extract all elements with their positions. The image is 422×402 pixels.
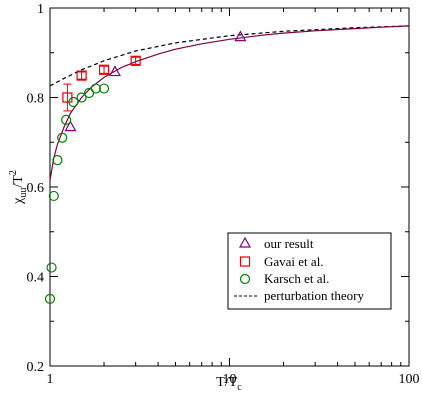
square-point [98,64,110,75]
legend-triangle-marker [238,236,252,248]
y-tick-label: 0.2 [27,360,45,375]
legend-label-karsch: Karsch et al. [264,271,329,286]
perturbation-theory-curve [49,25,410,87]
triangle-point [108,65,121,77]
circle-point [52,155,63,166]
fit-curve [49,25,410,181]
circle-point [68,96,79,108]
legend-label-perturbation: perturbation theory [264,288,364,303]
legend-label-our-result: our result [264,236,314,251]
square-point [130,55,141,66]
triangle-point [64,120,77,132]
plot-frame [49,7,410,367]
circle-point [57,132,68,143]
circle-point [98,83,110,94]
markers [44,30,247,304]
x-axis-title: T/Tc [216,375,242,393]
x-tick-label: 100 [399,372,420,387]
legend: our result Gavai et al. Karsch et al. pe… [227,232,392,310]
axes: 1 10 100 0.2 0.4 0.6 0.8 1 [27,2,420,387]
y-tick-label: 1 [37,2,44,17]
x-tick-label: 1 [47,372,54,387]
circle-point [44,293,56,304]
curves [49,25,410,181]
y-tick-label: 0.4 [27,271,45,286]
legend-label-gavai: Gavai et al. [264,254,324,269]
legend-square-marker [239,256,251,267]
circle-point [48,190,59,202]
y-axis-title: χuu/T2 [8,170,29,205]
legend-circle-marker [239,273,251,285]
y-tick-label: 0.8 [27,92,45,107]
x-tick-label: 10 [223,372,237,387]
y-tick-label: 0.6 [27,181,45,196]
circle-point [76,92,87,103]
circle-point [46,262,57,273]
circle-point [61,114,72,125]
square-point [76,70,87,81]
triangle-point [234,30,247,42]
circle-point [90,83,101,94]
